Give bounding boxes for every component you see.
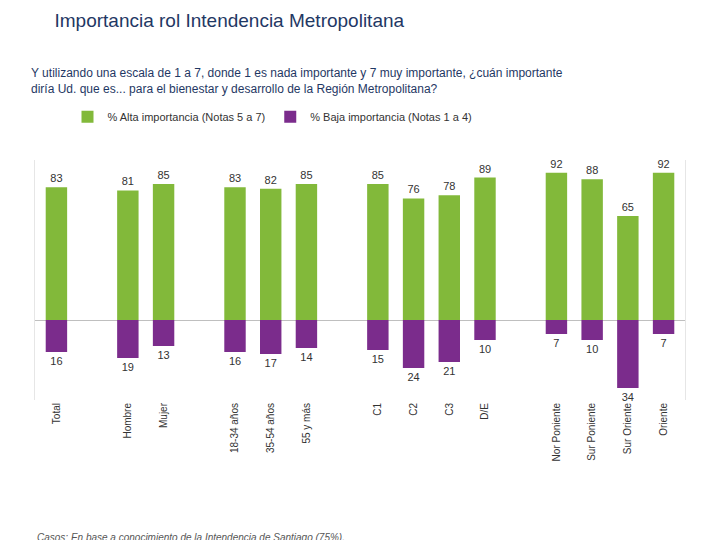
svg-text:16: 16 bbox=[229, 355, 241, 367]
svg-text:92: 92 bbox=[657, 158, 669, 170]
svg-text:Nor Poniente: Nor Poniente bbox=[551, 403, 562, 462]
svg-text:18-34 años: 18-34 años bbox=[229, 403, 240, 453]
svg-text:13: 13 bbox=[157, 349, 169, 361]
svg-text:88: 88 bbox=[586, 164, 598, 176]
svg-text:7: 7 bbox=[553, 337, 559, 349]
svg-text:21: 21 bbox=[443, 365, 455, 377]
svg-text:Mujer: Mujer bbox=[158, 402, 169, 428]
svg-text:65: 65 bbox=[622, 201, 634, 213]
svg-text:78: 78 bbox=[443, 180, 455, 192]
svg-text:17: 17 bbox=[265, 357, 277, 369]
svg-text:7: 7 bbox=[661, 337, 667, 349]
svg-text:% Baja importancia (Notas 1 a: % Baja importancia (Notas 1 a 4) bbox=[310, 111, 471, 123]
svg-text:Oriente: Oriente bbox=[658, 403, 669, 436]
svg-text:C2: C2 bbox=[408, 403, 419, 416]
svg-text:% Alta importancia (Notas 5 a: % Alta importancia (Notas 5 a 7) bbox=[108, 111, 266, 123]
svg-text:24: 24 bbox=[407, 371, 419, 383]
svg-text:Casos: En base a conocimiento: Casos: En base a conocimiento de la Inte… bbox=[37, 532, 345, 540]
svg-text:Sur Poniente: Sur Poniente bbox=[586, 403, 597, 461]
svg-text:35-54 años: 35-54 años bbox=[265, 403, 276, 453]
svg-text:D/E: D/E bbox=[479, 403, 490, 420]
svg-text:10: 10 bbox=[479, 343, 491, 355]
svg-text:85: 85 bbox=[157, 169, 169, 181]
svg-text:89: 89 bbox=[479, 163, 491, 175]
svg-text:10: 10 bbox=[586, 343, 598, 355]
svg-text:83: 83 bbox=[229, 172, 241, 184]
svg-text:C1: C1 bbox=[372, 403, 383, 416]
svg-text:Importancia rol Intendencia Me: Importancia rol Intendencia Metropolitan… bbox=[55, 10, 405, 31]
svg-text:82: 82 bbox=[265, 174, 277, 186]
svg-text:85: 85 bbox=[300, 169, 312, 181]
svg-text:16: 16 bbox=[50, 355, 62, 367]
svg-text:Sur Oriente: Sur Oriente bbox=[622, 403, 633, 455]
svg-text:Y utilizando una escala de 1 a: Y utilizando una escala de 1 a 7, donde … bbox=[31, 66, 563, 96]
svg-text:92: 92 bbox=[550, 158, 562, 170]
svg-text:Total: Total bbox=[51, 403, 62, 424]
svg-text:34: 34 bbox=[622, 391, 634, 403]
svg-text:85: 85 bbox=[372, 169, 384, 181]
svg-text:C3: C3 bbox=[444, 403, 455, 416]
svg-text:Hombre: Hombre bbox=[122, 403, 133, 439]
svg-text:19: 19 bbox=[122, 361, 134, 373]
svg-text:15: 15 bbox=[372, 353, 384, 365]
svg-text:83: 83 bbox=[50, 172, 62, 184]
svg-text:55 y más: 55 y más bbox=[301, 403, 312, 444]
svg-text:81: 81 bbox=[122, 175, 134, 187]
svg-text:76: 76 bbox=[407, 183, 419, 195]
svg-text:14: 14 bbox=[300, 351, 312, 363]
